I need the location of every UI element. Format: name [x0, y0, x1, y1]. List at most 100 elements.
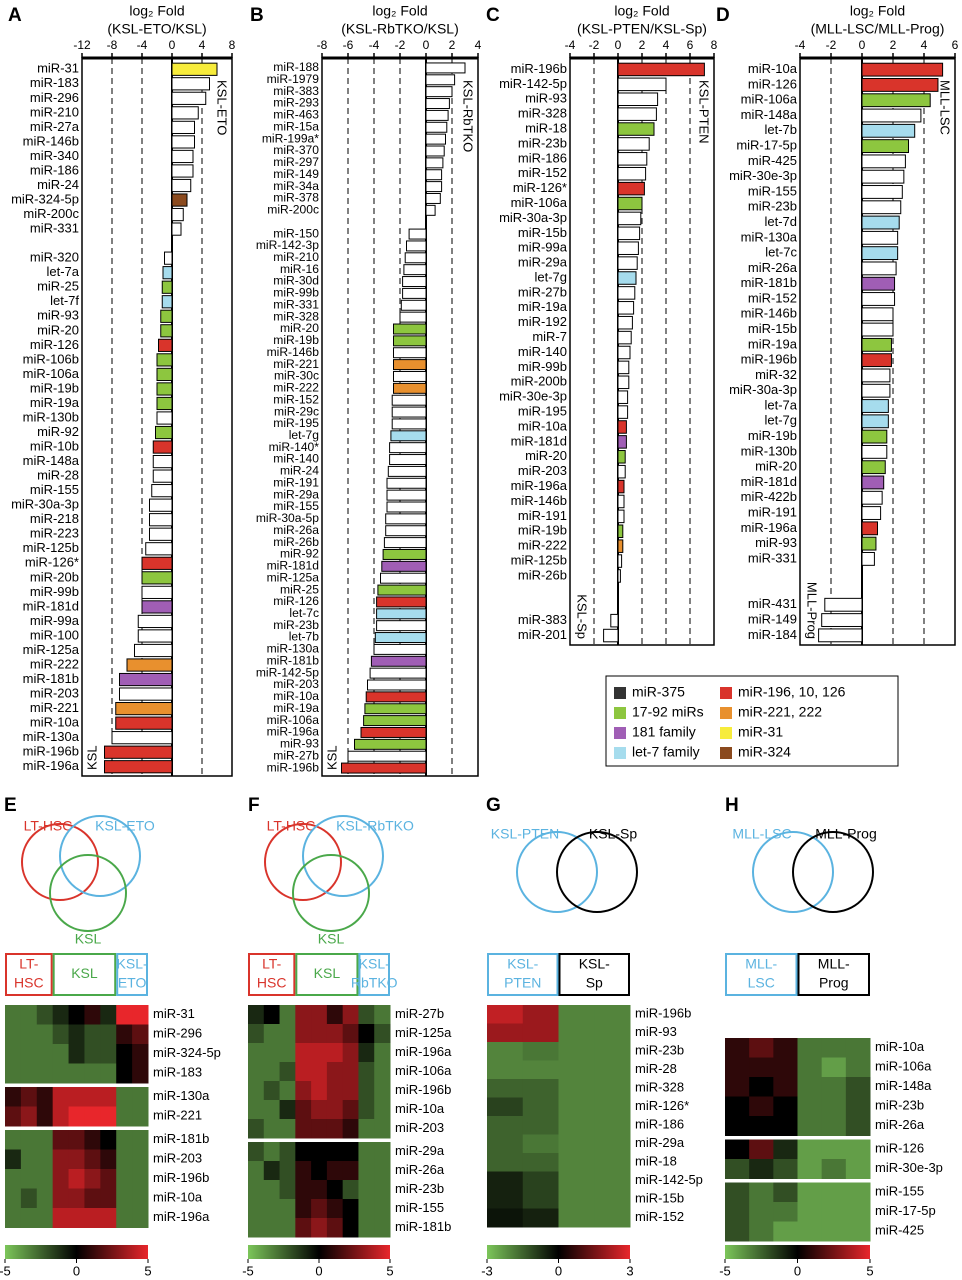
heatmap-cell: [773, 1221, 798, 1242]
heatmap-cell: [20, 1188, 38, 1209]
bar: [617, 360, 630, 375]
category-label: miR-140*: [269, 440, 320, 454]
heatmap-cell: [36, 1024, 54, 1045]
heatmap-cell: [821, 1159, 847, 1179]
category-label: miR-125b: [23, 540, 79, 555]
heatmap-cell: [374, 1100, 391, 1120]
heatmap-cell: [132, 1106, 149, 1127]
bar: [393, 359, 427, 371]
heatmap-cell: [311, 1180, 328, 1200]
bar: [861, 551, 875, 566]
bar: [134, 643, 173, 658]
annotation: KSL-PTEN: [697, 80, 712, 144]
heatmap-cell: [100, 1130, 117, 1150]
bar: [141, 600, 173, 614]
heatmap-cell: [100, 1208, 117, 1228]
category-label: miR-32: [755, 367, 797, 382]
heatmap-cell: [845, 1096, 871, 1117]
group-label: PTEN: [504, 975, 541, 991]
group-label: ETO: [118, 975, 147, 991]
heatmap-cell: [725, 1139, 750, 1160]
bar: [164, 251, 173, 265]
row-label: miR-126*: [635, 1098, 689, 1113]
row-label: miR-29a: [395, 1143, 445, 1158]
heatmap-cell: [116, 1208, 133, 1228]
heatmap-cell: [749, 1202, 774, 1222]
heatmap-cell: [749, 1139, 774, 1160]
venn-circle: [21, 823, 99, 901]
heatmap-cell: [342, 1043, 359, 1063]
category-label: miR-126: [30, 337, 79, 352]
bar: [382, 548, 427, 560]
row-label: miR-425: [875, 1223, 924, 1238]
x-tick-label: -4: [795, 38, 806, 52]
heatmap-cell: [342, 1024, 359, 1044]
group-label: LT-: [262, 956, 282, 972]
row-label: miR-27b: [395, 1006, 444, 1021]
group-label: RbTKO: [351, 975, 398, 991]
heatmap-cell: [116, 1005, 133, 1025]
heatmap-cell: [248, 1005, 265, 1025]
row-label: miR-29a: [635, 1135, 685, 1150]
bar: [393, 335, 427, 347]
row-label: miR-10a: [395, 1101, 445, 1116]
category-label: miR-191: [518, 508, 567, 523]
category-label: miR-27b: [518, 284, 567, 299]
heatmap-cell: [279, 1119, 296, 1139]
heatmap-cell: [36, 1044, 54, 1064]
category-label: miR-140: [518, 344, 567, 359]
heatmap-cell: [263, 1100, 281, 1120]
group-box: [487, 953, 559, 996]
heatmap-cell: [487, 1171, 524, 1191]
bar: [152, 454, 173, 469]
heatmap-cell: [558, 1005, 595, 1024]
category-label: miR-92: [37, 424, 79, 439]
bar: [861, 78, 939, 92]
heatmap-cell: [821, 1057, 847, 1078]
bar: [385, 525, 427, 537]
heatmap-cell: [358, 1119, 375, 1139]
heatmap-cell: [295, 1119, 312, 1139]
heatmap-cell: [68, 1149, 85, 1170]
bar: [861, 169, 905, 184]
heatmap-cell: [342, 1005, 359, 1025]
x-tick-label: 6: [952, 38, 959, 52]
heatmap-cell: [749, 1038, 774, 1058]
heatmap-cell: [773, 1038, 798, 1058]
category-label: miR-99b: [518, 359, 567, 374]
heatmap-cell: [749, 1182, 774, 1203]
chart-title: log₂ Fold: [614, 3, 669, 19]
category-label: miR-181d: [511, 433, 567, 448]
heatmap-cell: [263, 1024, 281, 1044]
group-label: KSL-: [579, 956, 610, 972]
heatmap-cell: [68, 1208, 85, 1228]
x-tick-label: -4: [137, 38, 148, 52]
heatmap-cell: [374, 1119, 391, 1139]
category-label: miR-19a: [30, 395, 80, 410]
x-tick-label: -4: [565, 38, 576, 52]
bar: [365, 691, 427, 703]
category-label: miR-23b: [518, 135, 567, 150]
heatmap-cell: [84, 1106, 101, 1127]
heatmap-cell: [100, 1188, 117, 1209]
heatmap-cell: [311, 1100, 328, 1120]
row-label: miR-126: [875, 1141, 924, 1156]
heatmap-cell: [132, 1208, 149, 1228]
group-label: KSL-: [507, 956, 538, 972]
category-label: let-7g: [289, 428, 319, 442]
category-label: miR-222: [518, 538, 567, 553]
category-label: miR-30a-3p: [729, 382, 797, 397]
heatmap-cell: [374, 1081, 391, 1101]
heatmap-cell: [36, 1208, 54, 1228]
category-label: miR-142-5p: [256, 665, 319, 679]
row-label: miR-10a: [875, 1039, 925, 1054]
heatmap-cell: [821, 1077, 847, 1097]
bar: [119, 687, 173, 701]
heatmap-cell: [374, 1024, 391, 1044]
x-tick-label: 0: [423, 38, 430, 52]
x-tick-label: -8: [107, 38, 118, 52]
bar: [160, 324, 173, 338]
legend-label: miR-375: [632, 684, 685, 700]
category-label: miR-142-5p: [499, 76, 567, 91]
heatmap-cell: [487, 1042, 524, 1061]
